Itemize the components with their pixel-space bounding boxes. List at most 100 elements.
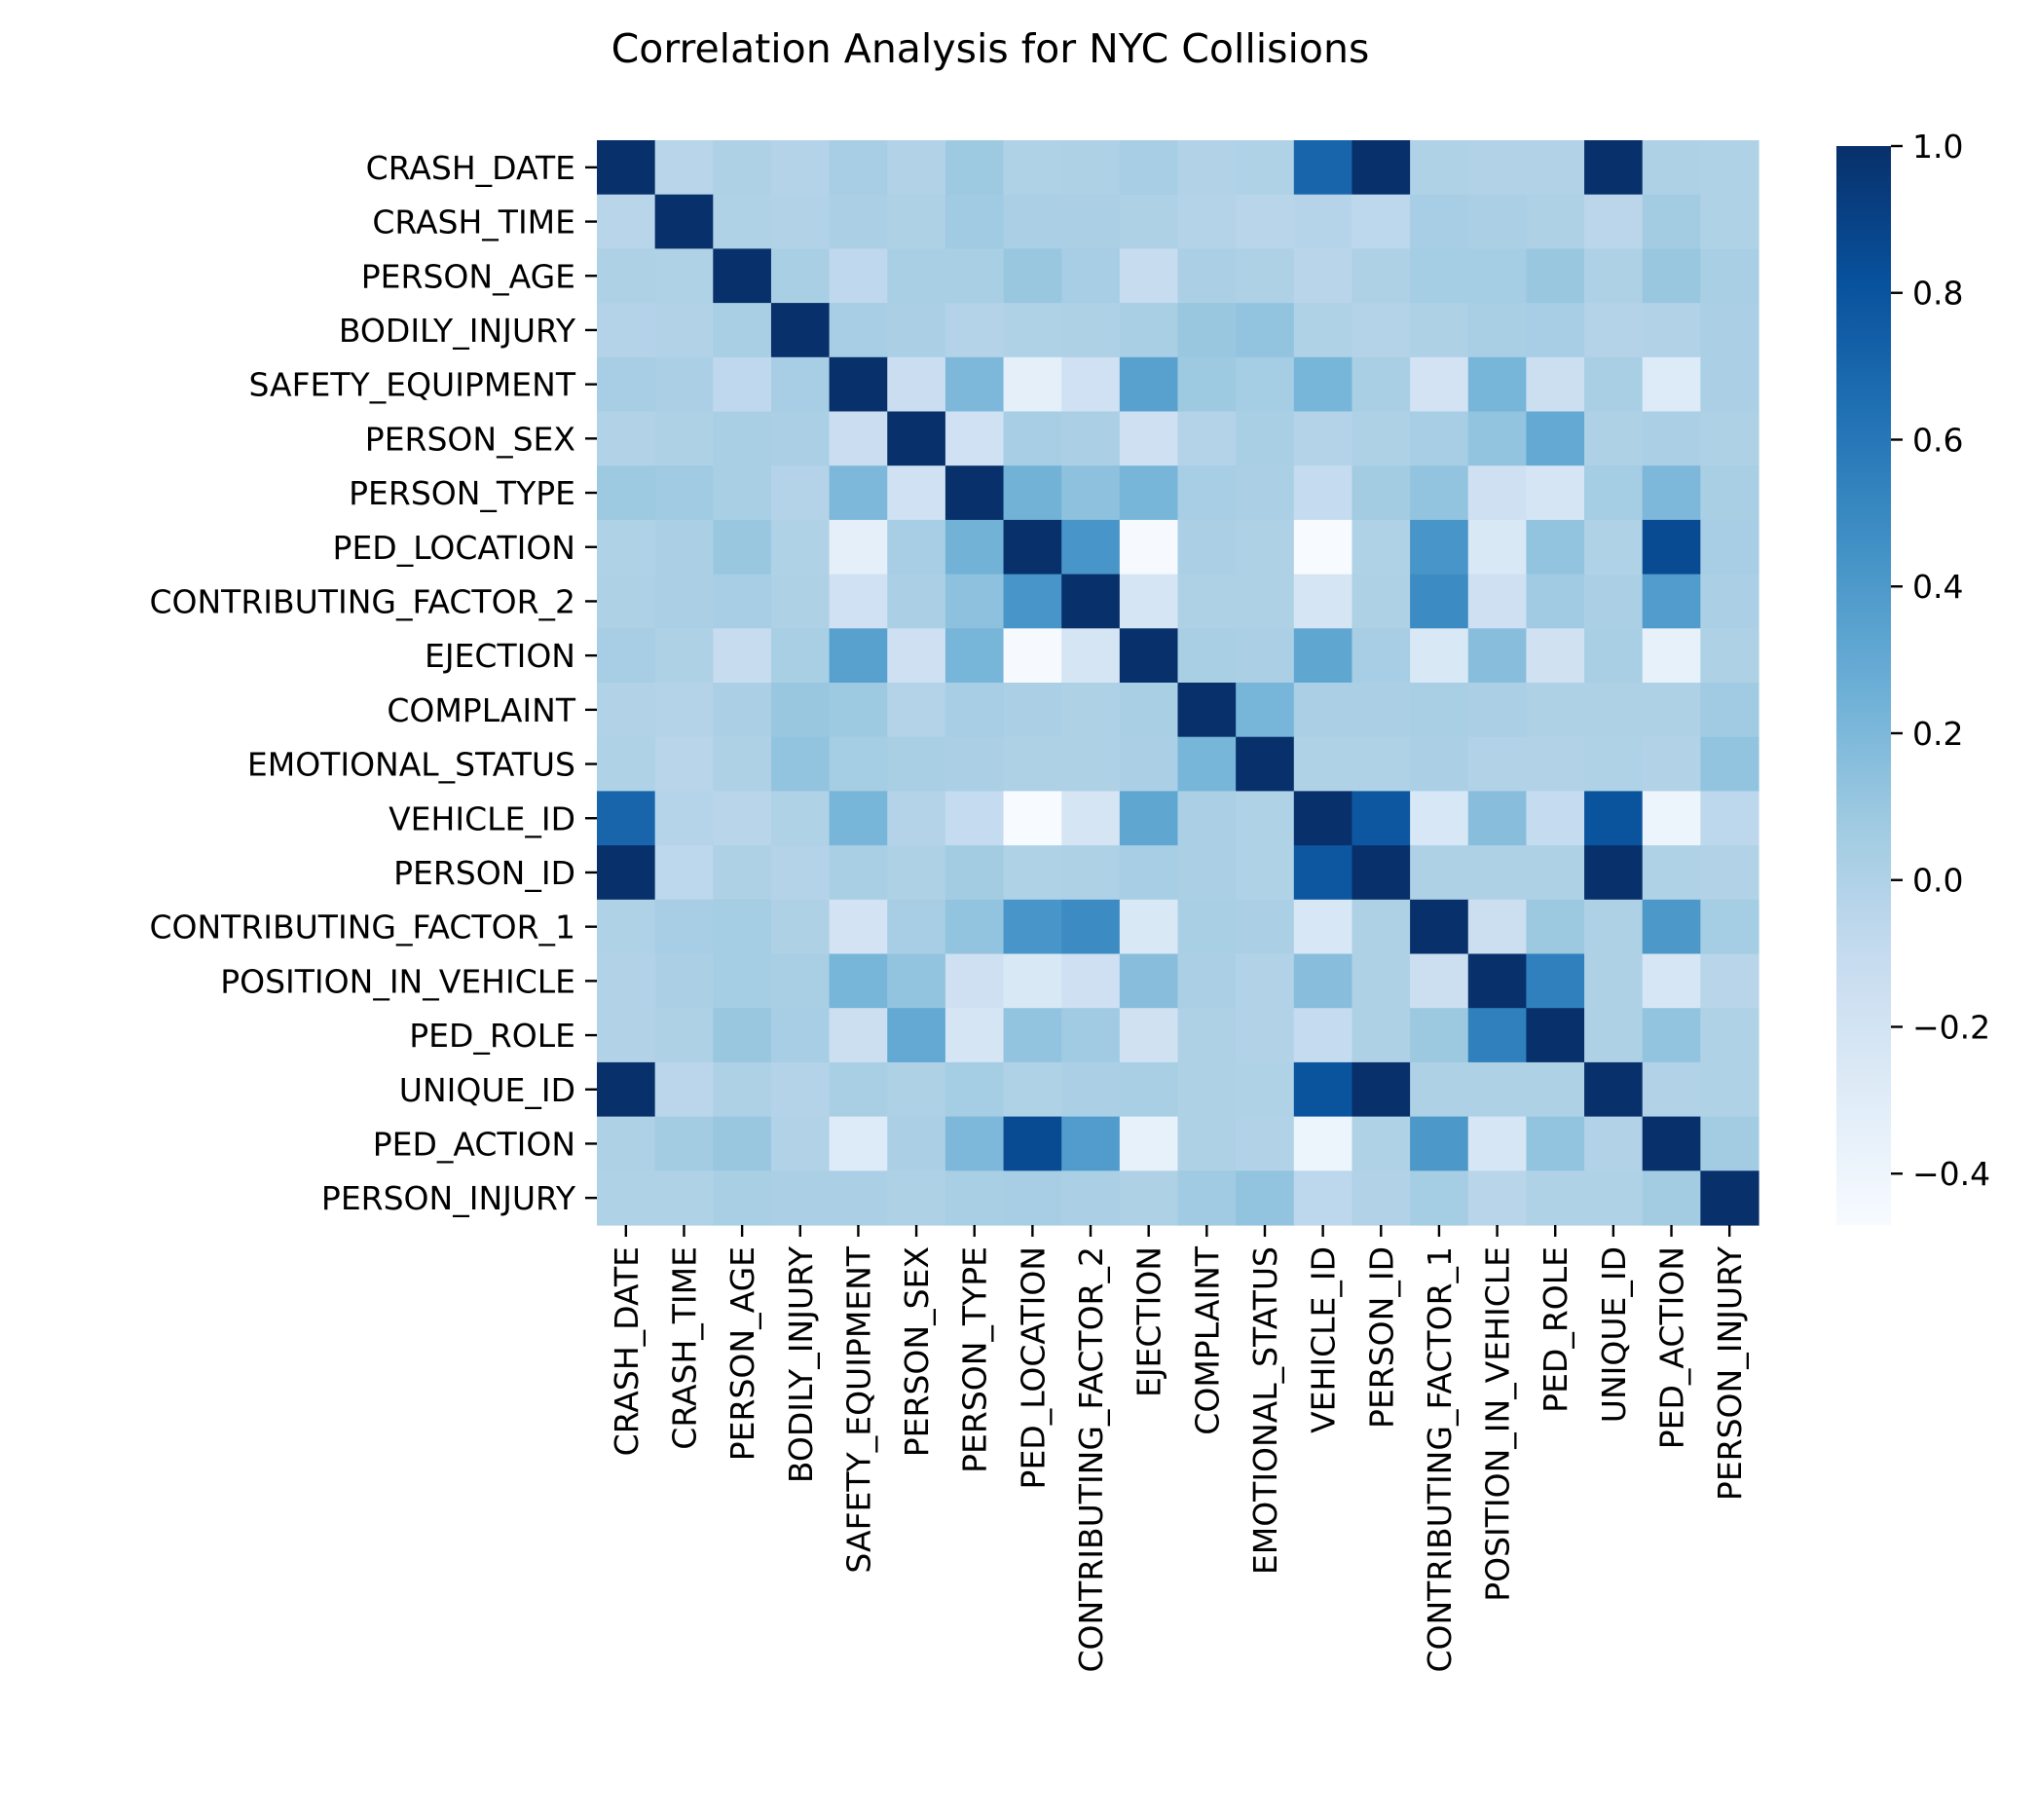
heatmap-cell-8-6 — [944, 574, 1005, 629]
heatmap-cell-0-0 — [597, 140, 656, 196]
heatmap-cell-19-4 — [829, 1170, 888, 1226]
heatmap-cell-17-16 — [1526, 1061, 1585, 1118]
heatmap-cell-8-5 — [887, 574, 946, 629]
heatmap-cell-11-9 — [1119, 736, 1179, 792]
x-tick-label: PERSON_SEX — [898, 1246, 936, 1457]
heatmap-cell-18-4 — [829, 1116, 888, 1171]
heatmap-cell-7-3 — [770, 519, 831, 576]
heatmap-cell-19-16 — [1526, 1170, 1585, 1226]
heatmap-cell-17-10 — [1177, 1061, 1237, 1118]
heatmap-cell-7-10 — [1177, 519, 1237, 576]
heatmap-cell-16-15 — [1467, 1008, 1527, 1063]
heatmap-cell-13-1 — [654, 845, 714, 901]
heatmap-cell-9-8 — [1061, 628, 1121, 684]
heatmap-cell-5-19 — [1700, 411, 1759, 466]
heatmap-cell-6-9 — [1119, 465, 1179, 521]
heatmap-cell-18-13 — [1352, 1116, 1411, 1171]
heatmap-cell-2-9 — [1119, 248, 1179, 304]
heatmap-cell-11-16 — [1526, 736, 1585, 792]
heatmap-cell-5-18 — [1642, 411, 1701, 466]
heatmap-cell-18-18 — [1642, 1116, 1701, 1171]
heatmap-cell-6-4 — [829, 465, 888, 521]
heatmap-cell-10-7 — [1003, 683, 1062, 738]
heatmap-cell-5-14 — [1410, 411, 1469, 466]
heatmap-cell-0-12 — [1293, 140, 1353, 196]
heatmap-cell-11-5 — [887, 736, 946, 792]
heatmap-cell-19-11 — [1236, 1170, 1295, 1226]
heatmap-cell-18-3 — [770, 1116, 831, 1171]
heatmap-cell-3-12 — [1293, 303, 1353, 358]
heatmap-cell-5-17 — [1584, 411, 1644, 466]
heatmap-cell-13-10 — [1177, 845, 1237, 901]
heatmap-cell-0-7 — [1003, 140, 1062, 196]
x-tick-label: BODILY_INJURY — [782, 1245, 820, 1483]
heatmap-cell-18-6 — [944, 1116, 1005, 1171]
heatmap-cell-15-10 — [1177, 953, 1237, 1009]
heatmap-cell-18-1 — [654, 1116, 714, 1171]
heatmap-cell-16-14 — [1410, 1008, 1469, 1063]
heatmap-cell-12-12 — [1293, 791, 1353, 846]
x-tick-label: PERSON_ID — [1362, 1246, 1400, 1429]
heatmap-cell-8-11 — [1236, 574, 1295, 629]
y-tick-label: CONTRIBUTING_FACTOR_1 — [149, 909, 575, 947]
colorbar-tick-label: 0.8 — [1912, 275, 1963, 313]
heatmap-cell-1-5 — [887, 194, 946, 249]
heatmap-cell-4-12 — [1293, 356, 1353, 413]
heatmap-cell-6-15 — [1467, 465, 1527, 521]
heatmap-cell-0-10 — [1177, 140, 1237, 196]
y-tick-label: POSITION_IN_VEHICLE — [220, 962, 575, 1000]
heatmap-cell-2-19 — [1700, 248, 1759, 304]
heatmap-cell-3-9 — [1119, 303, 1179, 358]
heatmap-cell-16-13 — [1352, 1008, 1411, 1063]
heatmap-cell-19-17 — [1584, 1170, 1644, 1226]
heatmap-cell-16-18 — [1642, 1008, 1701, 1063]
heatmap-cell-2-10 — [1177, 248, 1237, 304]
heatmap-cell-2-12 — [1293, 248, 1353, 304]
heatmap-cell-8-1 — [654, 574, 714, 629]
heatmap-cell-8-2 — [713, 574, 772, 629]
heatmap-cell-12-3 — [770, 791, 831, 846]
heatmap-cell-2-3 — [770, 248, 831, 304]
heatmap-cell-14-8 — [1061, 899, 1121, 955]
heatmap-cell-1-14 — [1410, 194, 1469, 249]
y-tick-labels: CRASH_DATE CRASH_TIME PERSON_AGE BODILY_INJ… — [149, 149, 597, 1217]
heatmap-cell-9-4 — [829, 628, 888, 684]
heatmap-cell-12-14 — [1410, 791, 1469, 846]
heatmap-cell-0-2 — [713, 140, 772, 196]
heatmap-cell-5-13 — [1352, 411, 1411, 466]
heatmap-cell-1-9 — [1119, 194, 1179, 249]
heatmap-cell-19-10 — [1177, 1170, 1237, 1226]
heatmap-cell-18-0 — [597, 1116, 656, 1171]
heatmap-cell-3-0 — [597, 303, 656, 358]
heatmap-cell-1-15 — [1467, 194, 1527, 249]
heatmap-cell-3-13 — [1352, 303, 1411, 358]
y-tick-label: BODILY_INJURY — [339, 312, 576, 350]
heatmap-cell-4-10 — [1177, 356, 1237, 413]
heatmap-cell-13-0 — [597, 845, 656, 901]
y-tick-label: SAFETY_EQUIPMENT — [248, 366, 575, 404]
heatmap-cell-2-11 — [1236, 248, 1295, 304]
heatmap-cell-11-8 — [1061, 736, 1121, 792]
heatmap-cell-9-3 — [770, 628, 831, 684]
x-tick-label: CONTRIBUTING_FACTOR_2 — [1072, 1246, 1110, 1673]
heatmap-cell-16-19 — [1700, 1008, 1759, 1063]
heatmap-cell-3-4 — [829, 303, 888, 358]
heatmap-cell-13-7 — [1003, 845, 1062, 901]
heatmap-cell-1-8 — [1061, 194, 1121, 249]
heatmap-cell-16-11 — [1236, 1008, 1295, 1063]
heatmap-cell-16-4 — [829, 1008, 888, 1063]
colorbar-tick-label: 0.2 — [1912, 715, 1963, 753]
heatmap-cell-11-11 — [1236, 736, 1295, 792]
heatmap-cell-0-1 — [654, 140, 714, 196]
heatmap-cell-14-12 — [1293, 899, 1353, 955]
y-tick-label: PERSON_TYPE — [349, 474, 575, 512]
heatmap-cell-17-8 — [1061, 1061, 1121, 1118]
heatmap-cell-18-5 — [887, 1116, 946, 1171]
heatmap-cell-0-17 — [1584, 140, 1644, 196]
heatmap-cell-9-0 — [597, 628, 656, 684]
heatmap-cell-2-18 — [1642, 248, 1701, 304]
y-tick-label: PERSON_ID — [393, 854, 575, 892]
heatmap-cell-15-16 — [1526, 953, 1585, 1009]
heatmap-cell-7-13 — [1352, 519, 1411, 576]
